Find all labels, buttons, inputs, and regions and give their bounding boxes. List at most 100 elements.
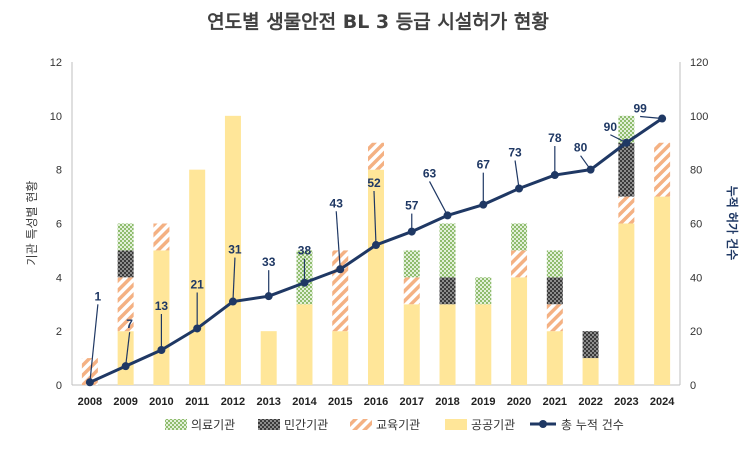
bars-group xyxy=(81,115,671,385)
x-tick-label: 2022 xyxy=(578,396,602,408)
data-label: 52 xyxy=(367,176,381,190)
data-label: 38 xyxy=(298,244,312,258)
bar-segment xyxy=(332,331,349,385)
data-label-leader xyxy=(640,115,663,120)
data-label: 33 xyxy=(262,255,276,269)
y2-tick-label: 60 xyxy=(690,219,702,231)
x-tick-label: 2019 xyxy=(471,396,495,408)
data-label: 43 xyxy=(330,196,344,210)
bar-segment xyxy=(296,304,313,385)
y-tick-label: 6 xyxy=(56,219,62,231)
data-label: 1 xyxy=(95,289,102,303)
y2-tick-label: 20 xyxy=(690,326,702,338)
x-tick-label: 2013 xyxy=(256,396,280,408)
legend-swatch xyxy=(258,419,280,430)
bar-segment xyxy=(368,169,384,385)
bar-segment xyxy=(439,277,456,305)
bar-segment xyxy=(117,277,134,332)
data-label-leader xyxy=(514,160,520,189)
legend-line-marker xyxy=(539,420,547,428)
x-tick-label: 2016 xyxy=(364,396,388,408)
bar-segment xyxy=(511,277,528,385)
x-tick-label: 2023 xyxy=(614,396,638,408)
bar-segment xyxy=(546,277,563,305)
bar-segment xyxy=(654,196,671,385)
x-tick-label: 2014 xyxy=(292,396,317,408)
bar-segment xyxy=(546,250,563,278)
bar-segment xyxy=(260,331,277,385)
bar-segment xyxy=(654,142,671,197)
data-labels-group: 1 7 13 21 31 33 38 43 52 57 63 67 73 78 80 90 99 xyxy=(89,102,663,383)
bar-segment xyxy=(546,331,563,385)
bar-segment xyxy=(81,358,98,385)
data-label-leader xyxy=(335,211,341,270)
y-tick-label: 4 xyxy=(56,272,62,284)
data-label-leader xyxy=(373,191,377,246)
data-label-leader xyxy=(580,155,592,171)
bar-segment xyxy=(117,223,134,251)
legend-swatch xyxy=(445,419,467,430)
legend-label: 의료기관 xyxy=(191,418,235,432)
y2-tick-label: 100 xyxy=(690,111,708,123)
legend-label: 공공기관 xyxy=(471,418,515,432)
bar-segment xyxy=(439,304,456,385)
legend: 의료기관 민간기관 교육기관 공공기관 총 누적 건수 xyxy=(165,418,624,432)
legend-swatch xyxy=(165,419,187,430)
x-tick-label: 2009 xyxy=(113,396,137,408)
x-tick-label: 2010 xyxy=(149,396,173,408)
data-label: 31 xyxy=(228,243,242,257)
bar-segment xyxy=(117,250,134,278)
x-tick-label: 2012 xyxy=(221,396,245,408)
bar-segment xyxy=(403,250,420,278)
y-tick-label: 10 xyxy=(50,111,62,123)
data-label: 78 xyxy=(548,131,562,145)
bar-segment xyxy=(618,196,635,224)
bar-segment xyxy=(475,304,492,385)
data-label: 90 xyxy=(604,120,618,134)
data-label: 21 xyxy=(190,277,204,291)
y2-tick-label: 120 xyxy=(690,57,708,69)
x-tick-label: 2011 xyxy=(185,396,209,408)
data-label: 57 xyxy=(405,199,419,213)
x-tick-label: 2021 xyxy=(543,396,567,408)
bar-segment xyxy=(439,223,456,278)
legend-label: 교육기관 xyxy=(376,418,420,432)
x-tick-label: 2017 xyxy=(400,396,424,408)
data-label-leader xyxy=(232,257,236,302)
legend-label: 민간기관 xyxy=(284,418,328,432)
y2-tick-label: 40 xyxy=(690,272,702,284)
data-label: 13 xyxy=(155,299,169,313)
data-label: 63 xyxy=(423,166,437,180)
chart-title: 연도별 생물안전 BL 3 등급 시설허가 현황 xyxy=(207,10,549,33)
data-label: 99 xyxy=(633,102,647,116)
bar-segment xyxy=(582,358,599,385)
y2-tick-label: 0 xyxy=(690,380,696,392)
bar-segment xyxy=(153,223,170,251)
data-label: 73 xyxy=(508,146,522,160)
y-tick-label: 2 xyxy=(56,326,62,338)
bar-segment xyxy=(403,304,420,385)
y-tick-label: 8 xyxy=(56,165,62,177)
x-tick-label: 2020 xyxy=(507,396,531,408)
bar-segment xyxy=(117,331,134,385)
y2-axis-label: 누적 허가 건수 xyxy=(725,186,740,261)
legend-label: 총 누적 건수 xyxy=(561,418,624,432)
data-label-leader xyxy=(125,332,131,367)
x-tick-label: 2015 xyxy=(328,396,352,408)
data-label: 80 xyxy=(574,141,588,155)
legend-swatch xyxy=(350,419,372,430)
data-label-leader xyxy=(610,134,627,144)
y-tick-label: 0 xyxy=(56,380,62,392)
y-axis-label: 기관 특성별 현황 xyxy=(25,181,39,266)
bar-segment xyxy=(546,304,563,332)
data-label: 7 xyxy=(126,317,133,331)
data-label: 67 xyxy=(477,158,491,172)
bar-segment xyxy=(618,142,635,197)
bar-segment xyxy=(511,223,528,251)
y-tick-label: 12 xyxy=(50,57,62,69)
bar-segment xyxy=(511,250,528,278)
bar-segment xyxy=(582,331,599,359)
